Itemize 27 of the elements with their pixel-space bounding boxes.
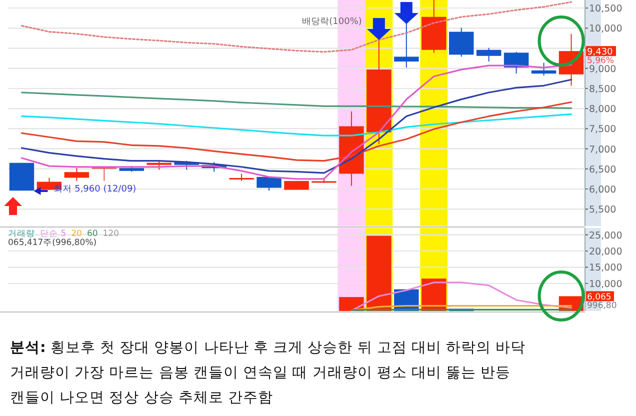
y-tick-label: 7,000 bbox=[589, 144, 616, 156]
y-tick-label: 8,000 bbox=[589, 104, 616, 116]
y-tick-label: 7,500 bbox=[589, 124, 616, 136]
annotation: 065,417주(996,80%) bbox=[8, 238, 97, 248]
annotation: 최저 5,960 (12/09) bbox=[54, 184, 136, 195]
y-tick-label: 10,000 bbox=[589, 278, 622, 290]
y-tick-label: 15,000 bbox=[589, 262, 622, 274]
annotation: 배당락(100%) bbox=[302, 17, 362, 27]
y-tick-label: 8,500 bbox=[589, 84, 616, 95]
text: 9,430 bbox=[587, 48, 614, 58]
text: 단순 5 bbox=[40, 229, 66, 239]
y-tick-label: 10,000 bbox=[589, 24, 622, 35]
text: 60 bbox=[86, 229, 98, 239]
y-tick-label: 5,500 bbox=[589, 204, 616, 216]
y-tick-label: 9,000 bbox=[589, 64, 616, 75]
y-tick-label: 10,500 bbox=[589, 4, 622, 15]
text: 분석: 횡보후 첫 장대 양봉이 나타난 후 크게 상승한 뒤 고점 대비 하락의 바닥 거래량이 가장 마르는 음봉 캔들이 연속일 때 거래량이 평소 대비 뚫는 반등 캔들이 나오면 정상 상승 추체로 간주함 bbox=[10, 340, 526, 406]
y-tick-label: 20,000 bbox=[589, 246, 622, 258]
text: 20 bbox=[71, 229, 82, 239]
text: 5,96% bbox=[587, 56, 614, 66]
annotation: 거래량 bbox=[8, 229, 35, 239]
y-tick-label: 25,000 bbox=[589, 230, 622, 242]
text: 996,80 bbox=[587, 301, 617, 312]
text: 6,065 bbox=[587, 292, 612, 303]
annotation: 120 bbox=[102, 229, 120, 239]
y-tick-label: 6,000 bbox=[589, 184, 616, 196]
y-tick-label: 6,500 bbox=[589, 164, 616, 176]
